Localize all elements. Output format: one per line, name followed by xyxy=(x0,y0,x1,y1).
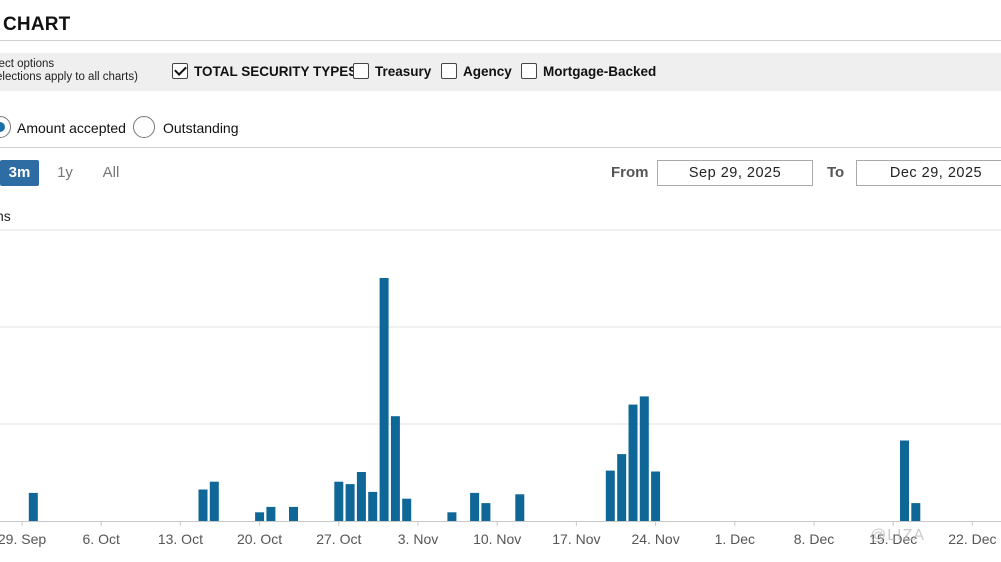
to-label: To xyxy=(827,164,845,181)
x-tick-label: 27. Oct xyxy=(316,531,361,547)
checkbox-empty-icon[interactable] xyxy=(353,63,369,79)
range-button-1y[interactable]: 1y xyxy=(57,164,73,181)
x-tick-label: 22. Dec xyxy=(948,531,996,547)
bar-2025-10-29[interactable] xyxy=(356,472,366,521)
x-tick-label: 8. Dec xyxy=(794,531,834,547)
from-date-input[interactable]: Sep 29, 2025 xyxy=(657,160,813,186)
bar-2025-10-28[interactable] xyxy=(345,484,355,521)
y-axis-units-label: ns xyxy=(0,208,11,224)
bar-2025-11-06[interactable] xyxy=(447,512,457,521)
from-label: From xyxy=(611,164,649,181)
page-title: CHART xyxy=(3,14,71,35)
x-tick-label: 6. Oct xyxy=(83,531,120,547)
bar-2025-11-23[interactable] xyxy=(639,396,649,521)
radio-amount-accepted[interactable] xyxy=(0,116,11,138)
bar-2025-11-01[interactable] xyxy=(390,416,400,521)
bar-2025-11-20[interactable] xyxy=(605,470,615,521)
bar-2025-10-16[interactable] xyxy=(209,481,219,521)
bar-2025-10-27[interactable] xyxy=(334,481,344,521)
chart-header: CHART xyxy=(0,0,1001,41)
x-tick-label: 13. Oct xyxy=(158,531,203,547)
x-tick-label: 3. Nov xyxy=(398,531,438,547)
checkbox-treasury[interactable]: Treasury xyxy=(353,61,431,81)
x-tick-label: 29. Sep xyxy=(0,531,46,547)
bar-chart: 29. Sep 6. Oct 13. Oct 20. Oct 27. Oct 3. Nov… xyxy=(0,229,1001,547)
bar-2025-11-12[interactable] xyxy=(515,494,525,521)
bar-2025-10-15[interactable] xyxy=(198,489,208,522)
checkbox-empty-icon[interactable] xyxy=(441,63,457,79)
checkbox-checked-icon[interactable] xyxy=(172,63,188,79)
x-tick-label: 17. Nov xyxy=(552,531,600,547)
bar-2025-12-16[interactable] xyxy=(900,440,909,522)
x-tick-label: 1. Dec xyxy=(715,531,755,547)
radio-amount-accepted-label[interactable]: Amount accepted xyxy=(17,120,126,136)
watermark-text: @LIZA xyxy=(870,527,926,544)
select-options-bar: lect options elections apply to all char… xyxy=(0,53,1001,91)
bar-2025-09-30[interactable] xyxy=(28,492,38,521)
bar-2025-11-08[interactable] xyxy=(470,492,480,521)
radio-outstanding[interactable] xyxy=(133,116,155,138)
bar-2025-11-02[interactable] xyxy=(402,498,412,521)
bar-2025-10-23[interactable] xyxy=(289,506,298,521)
x-tick-label: 24. Nov xyxy=(631,531,679,547)
bar-2025-10-31[interactable] xyxy=(379,278,389,521)
section-divider xyxy=(0,147,1001,148)
to-date-input[interactable]: Dec 29, 2025 xyxy=(856,160,1001,186)
select-options-label: lect options elections apply to all char… xyxy=(0,58,138,83)
radio-outstanding-label[interactable]: Outstanding xyxy=(163,120,239,136)
range-button-3m[interactable]: 3m xyxy=(0,160,39,186)
bar-2025-10-30[interactable] xyxy=(368,491,378,521)
checkbox-empty-icon[interactable] xyxy=(521,63,537,79)
bar-2025-11-22[interactable] xyxy=(628,404,638,521)
bar-2025-11-24[interactable] xyxy=(651,471,661,522)
checkbox-mortgage-backed[interactable]: Mortgage-Backed xyxy=(521,61,656,81)
bar-2025-11-09[interactable] xyxy=(481,503,491,521)
bar-2025-10-20[interactable] xyxy=(255,512,265,521)
checkbox-agency[interactable]: Agency xyxy=(441,61,512,81)
bar-2025-11-21[interactable] xyxy=(617,454,627,521)
checkbox-total-security-types[interactable]: TOTAL SECURITY TYPES xyxy=(172,61,357,81)
x-tick-label: 10. Nov xyxy=(473,531,521,547)
bar-2025-12-17[interactable] xyxy=(911,503,921,521)
x-tick-label: 20. Oct xyxy=(237,531,282,547)
range-button-all[interactable]: All xyxy=(102,164,120,181)
x-tick-label: 15. Dec xyxy=(869,531,917,547)
bar-2025-10-21[interactable] xyxy=(266,506,276,521)
